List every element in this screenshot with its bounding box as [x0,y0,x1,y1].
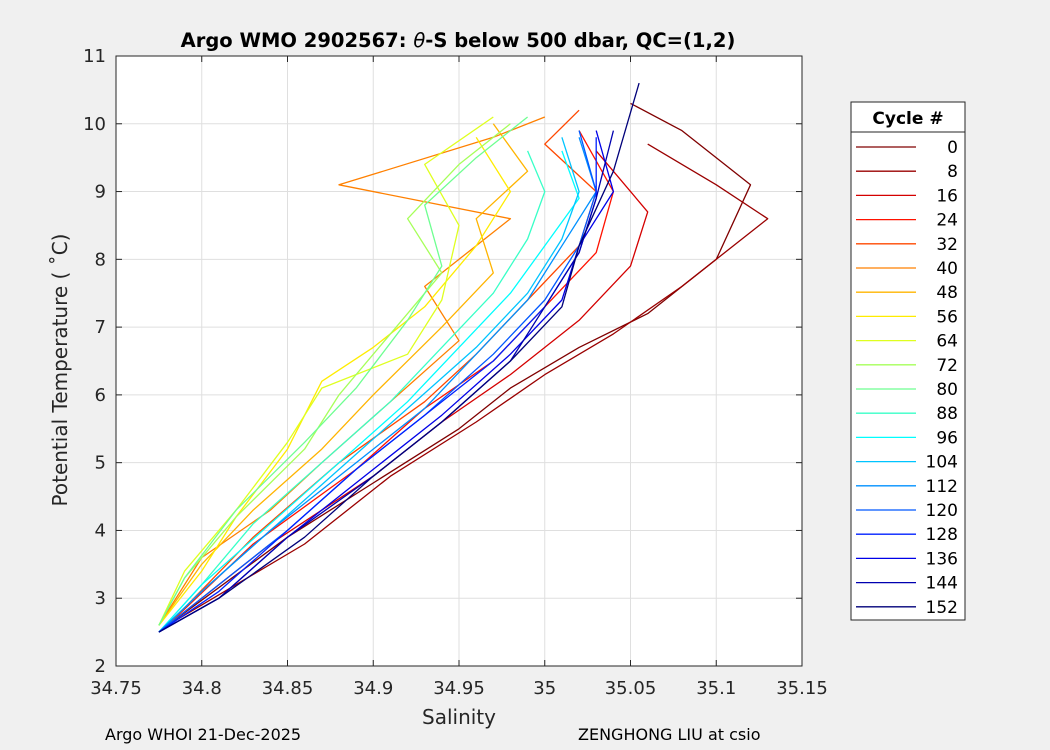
profile-line-cycle-88 [158,150,546,633]
footer-left-text: Argo WHOI 21-Dec-2025 [105,725,302,744]
y-tick-label: 9 [95,182,106,203]
x-tick-label: 35.1 [696,678,736,699]
profile-line-cycle-112 [158,137,597,633]
profile-line-cycle-56 [158,136,512,626]
legend-label: 24 [936,211,958,231]
legend: Cycle # 0 8 16 24 32 40 48 56 64 72 80 88 96 104 112 12… [850,101,966,621]
y-axis-label: Potential Temperature ( ˚C) [48,234,72,507]
y-tick-label: 7 [95,317,106,338]
legend-label: 104 [926,453,958,473]
legend-label: 96 [936,428,958,448]
profile-line-cycle-8 [167,143,769,626]
profile-line-cycle-152 [158,82,640,633]
legend-label: 48 [936,283,958,303]
legend-label: 144 [926,574,958,594]
profile-line-cycle-16 [167,150,649,626]
legend-label: 56 [936,307,958,327]
x-tick-label: 34.75 [90,678,142,699]
legend-label: 8 [947,162,958,182]
legend-label: 32 [936,235,958,255]
legend-label: 128 [926,525,958,545]
x-tick-label: 34.85 [262,678,314,699]
y-tick-label: 11 [83,46,106,67]
x-tick-label: 34.8 [182,678,222,699]
legend-label: 16 [936,186,958,206]
legend-label: 64 [936,332,958,352]
legend-label: 0 [947,138,958,158]
y-tick-label: 5 [95,453,106,474]
x-tick-label: 35.05 [605,678,657,699]
y-tick-label: 6 [95,385,106,406]
y-tick-label: 8 [95,249,106,270]
legend-label: 152 [926,598,958,618]
legend-label: 40 [936,259,958,279]
legend-items: 0 8 16 24 32 40 48 56 64 72 80 88 96 104 112 120 128 136 1… [856,138,958,618]
legend-label: 112 [926,477,958,497]
profile-line-cycle-72 [158,123,511,626]
profile-line-cycle-96 [158,150,580,633]
profile-line-cycle-48 [158,123,529,626]
legend-label: 136 [926,549,958,569]
legend-label: 120 [926,501,958,521]
x-axis-label: Salinity [422,705,496,729]
profile-line-cycle-80 [158,116,529,626]
legend-label: 80 [936,380,958,400]
footer-right-text: ZENGHONG LIU at csio [578,725,761,744]
x-tick-label: 35 [533,678,556,699]
profile-lines [158,82,769,633]
legend-title: Cycle # [872,109,943,129]
profile-line-cycle-40 [158,116,546,626]
profile-line-cycle-120 [158,130,597,633]
x-tick-label: 34.9 [353,678,393,699]
axis-ticks: 34.75 34.8 34.85 34.9 34.95 35 35.05 35.1 35.152… [83,46,828,699]
chart-title: Argo WMO 2902567: θ-S below 500 dbar, QC… [181,29,736,52]
profile-line-cycle-64 [158,116,494,626]
y-tick-label: 3 [95,588,106,609]
y-tick-label: 2 [95,656,106,677]
y-tick-label: 4 [95,520,106,541]
x-tick-label: 34.95 [433,678,485,699]
legend-label: 72 [936,356,958,376]
legend-label: 88 [936,404,958,424]
y-tick-label: 10 [83,114,106,135]
x-tick-label: 35.15 [776,678,828,699]
